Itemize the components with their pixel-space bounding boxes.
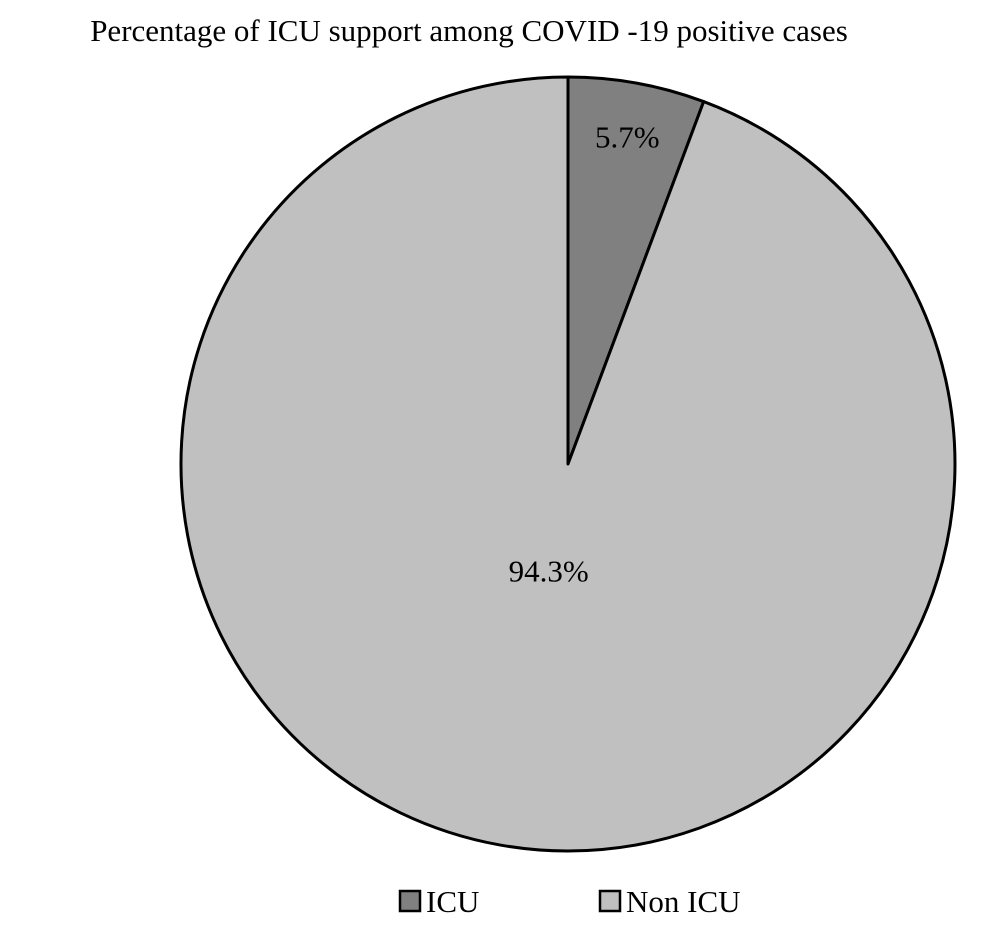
legend-swatch-icu xyxy=(398,889,422,913)
legend-label-non-icu: Non ICU xyxy=(626,884,741,919)
pie-slice-non-icu xyxy=(179,75,957,853)
data-label-icu: 5.7% xyxy=(595,120,660,155)
legend-swatch-non-icu xyxy=(598,889,622,913)
pie-data-labels: 5.7% 94.3% xyxy=(509,120,660,589)
data-label-non-icu: 94.3% xyxy=(509,554,589,589)
legend-label-icu: ICU xyxy=(426,884,479,919)
pie-slice-icu xyxy=(566,75,706,466)
legend: ICU Non ICU xyxy=(398,884,741,919)
chart-title: Percentage of ICU support among COVID -1… xyxy=(90,13,848,48)
pie-slices xyxy=(179,75,957,853)
